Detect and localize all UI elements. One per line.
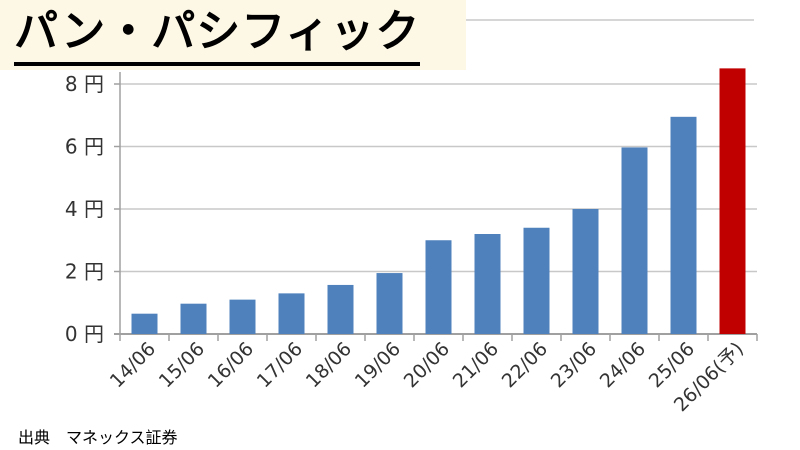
bar-15/06 bbox=[180, 303, 207, 334]
x-tick-label: 24/06 bbox=[596, 338, 650, 392]
bar-14/06 bbox=[131, 313, 158, 334]
x-tick-label: 21/06 bbox=[449, 338, 503, 392]
x-tick-label: 22/06 bbox=[498, 338, 552, 392]
y-tick-label: 4 円 bbox=[65, 197, 104, 221]
bar-22/06 bbox=[523, 227, 550, 334]
y-tick-label: 0 円 bbox=[65, 322, 104, 346]
x-tick-label: 19/06 bbox=[351, 338, 405, 392]
bar-21/06 bbox=[474, 234, 501, 334]
x-tick-label: 20/06 bbox=[400, 338, 454, 392]
title-banner: パン・パシフィック bbox=[0, 0, 466, 70]
x-tick-label: 17/06 bbox=[253, 338, 307, 392]
y-tick-label: 6 円 bbox=[65, 135, 104, 159]
y-tick-label: 2 円 bbox=[65, 260, 104, 284]
bar-26/06(予) bbox=[719, 68, 746, 334]
bar-25/06 bbox=[670, 116, 697, 334]
x-tick-label: 23/06 bbox=[547, 338, 601, 392]
chart-title: パン・パシフィック bbox=[14, 2, 421, 66]
bar-16/06 bbox=[229, 299, 256, 334]
y-tick-label: 8 円 bbox=[65, 72, 104, 96]
source-note: 出典 マネックス証券 bbox=[18, 428, 178, 447]
bar-23/06 bbox=[572, 209, 599, 334]
x-tick-label: 14/06 bbox=[106, 338, 160, 392]
bar-19/06 bbox=[376, 273, 403, 334]
bar-20/06 bbox=[425, 240, 452, 334]
bar-17/06 bbox=[278, 293, 305, 334]
bar-18/06 bbox=[327, 284, 354, 334]
x-tick-label: 15/06 bbox=[155, 338, 209, 392]
x-tick-label: 18/06 bbox=[302, 338, 356, 392]
x-tick-label: 16/06 bbox=[204, 338, 258, 392]
bar-24/06 bbox=[621, 147, 648, 334]
